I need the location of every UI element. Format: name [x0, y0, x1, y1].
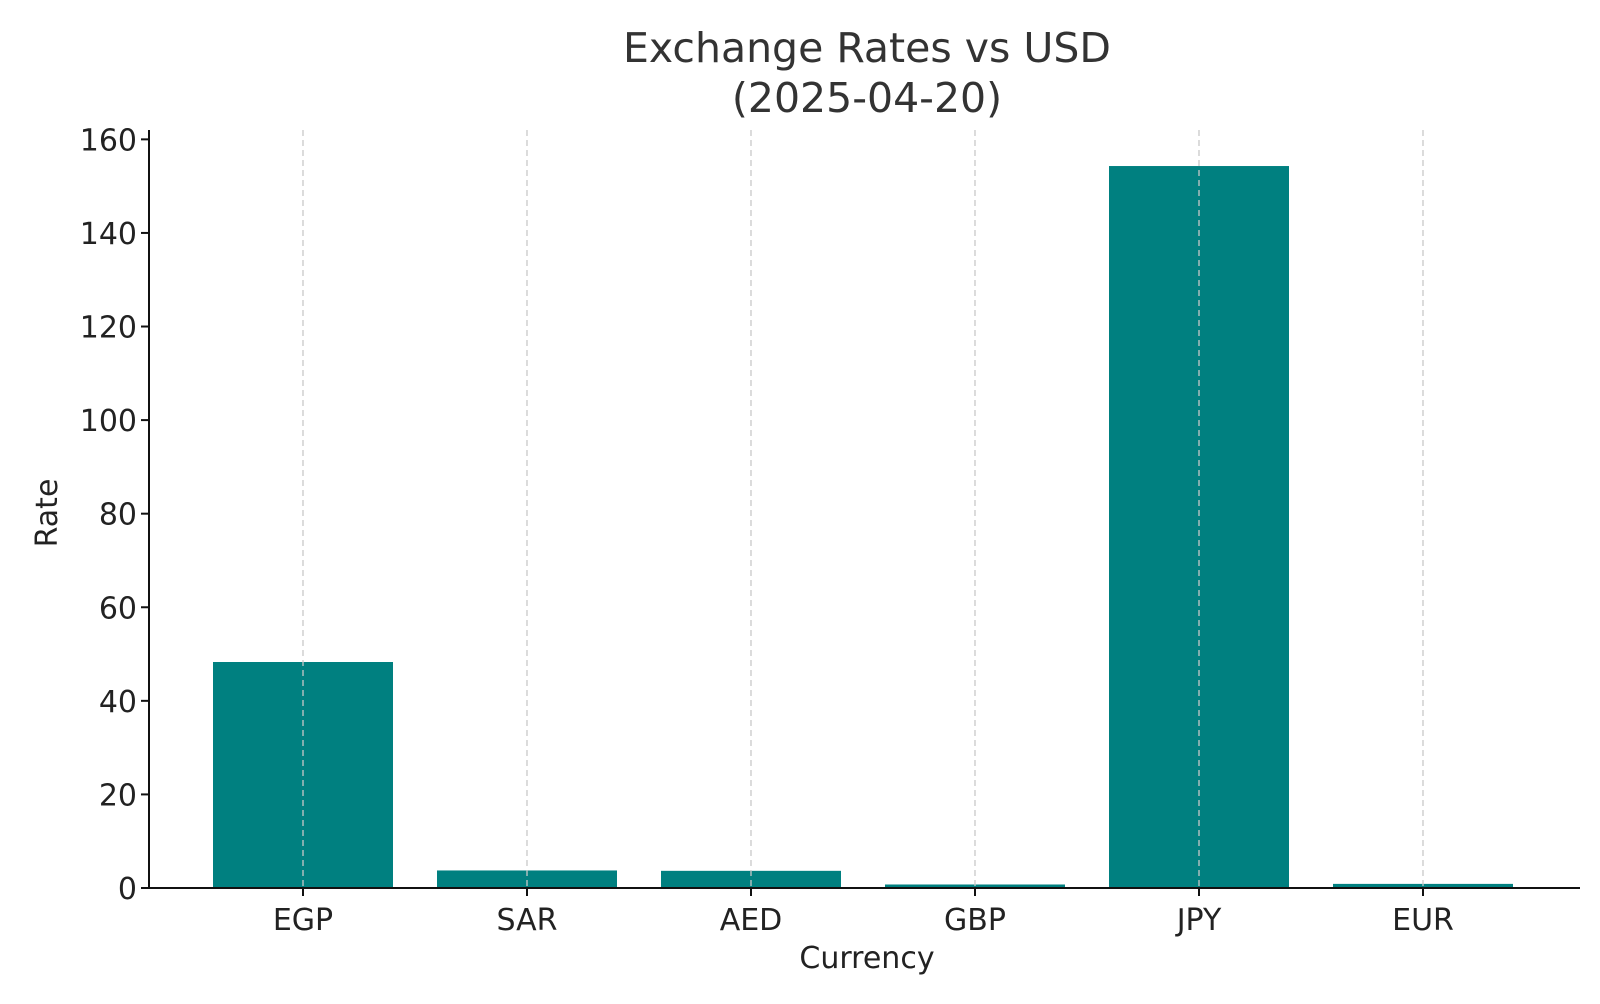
y-tick-label: 140 — [80, 217, 137, 252]
y-tick-label: 100 — [80, 404, 137, 439]
x-tick-label-gbp: GBP — [944, 903, 1006, 938]
bars — [213, 166, 1513, 889]
x-tick-label-eur: EUR — [1392, 903, 1454, 938]
chart-title: Exchange Rates vs USD (2025-04-20) — [623, 24, 1111, 122]
chart-title-line-2: (2025-04-20) — [732, 74, 1002, 122]
bar-jpy — [1109, 166, 1289, 889]
bar-sar — [437, 870, 617, 888]
x-ticks: EGP SAR AED GBP JPY EUR — [273, 888, 1454, 938]
y-tick-label: 40 — [99, 685, 137, 720]
x-tick-label-egp: EGP — [273, 903, 333, 938]
x-tick-label-jpy: JPY — [1175, 903, 1222, 938]
y-tick-label: 80 — [99, 498, 137, 533]
bar-aed — [661, 870, 841, 888]
x-axis-label: Currency — [799, 941, 934, 976]
y-tick-label: 160 — [80, 123, 137, 158]
chart-title-line-1: Exchange Rates vs USD — [623, 24, 1111, 72]
y-tick-label: 60 — [99, 591, 137, 626]
x-tick-label-sar: SAR — [497, 903, 558, 938]
axes — [148, 130, 1580, 889]
y-ticks: 0 20 40 60 80 100 120 140 160 — [80, 123, 149, 907]
x-tick-label-aed: AED — [720, 903, 783, 938]
y-axis-label: Rate — [30, 479, 65, 548]
y-tick-label: 20 — [99, 778, 137, 813]
grid-lines — [302, 130, 1424, 888]
bar-gbp — [885, 884, 1065, 888]
y-tick-label: 0 — [118, 872, 137, 907]
y-tick-label: 120 — [80, 311, 137, 346]
